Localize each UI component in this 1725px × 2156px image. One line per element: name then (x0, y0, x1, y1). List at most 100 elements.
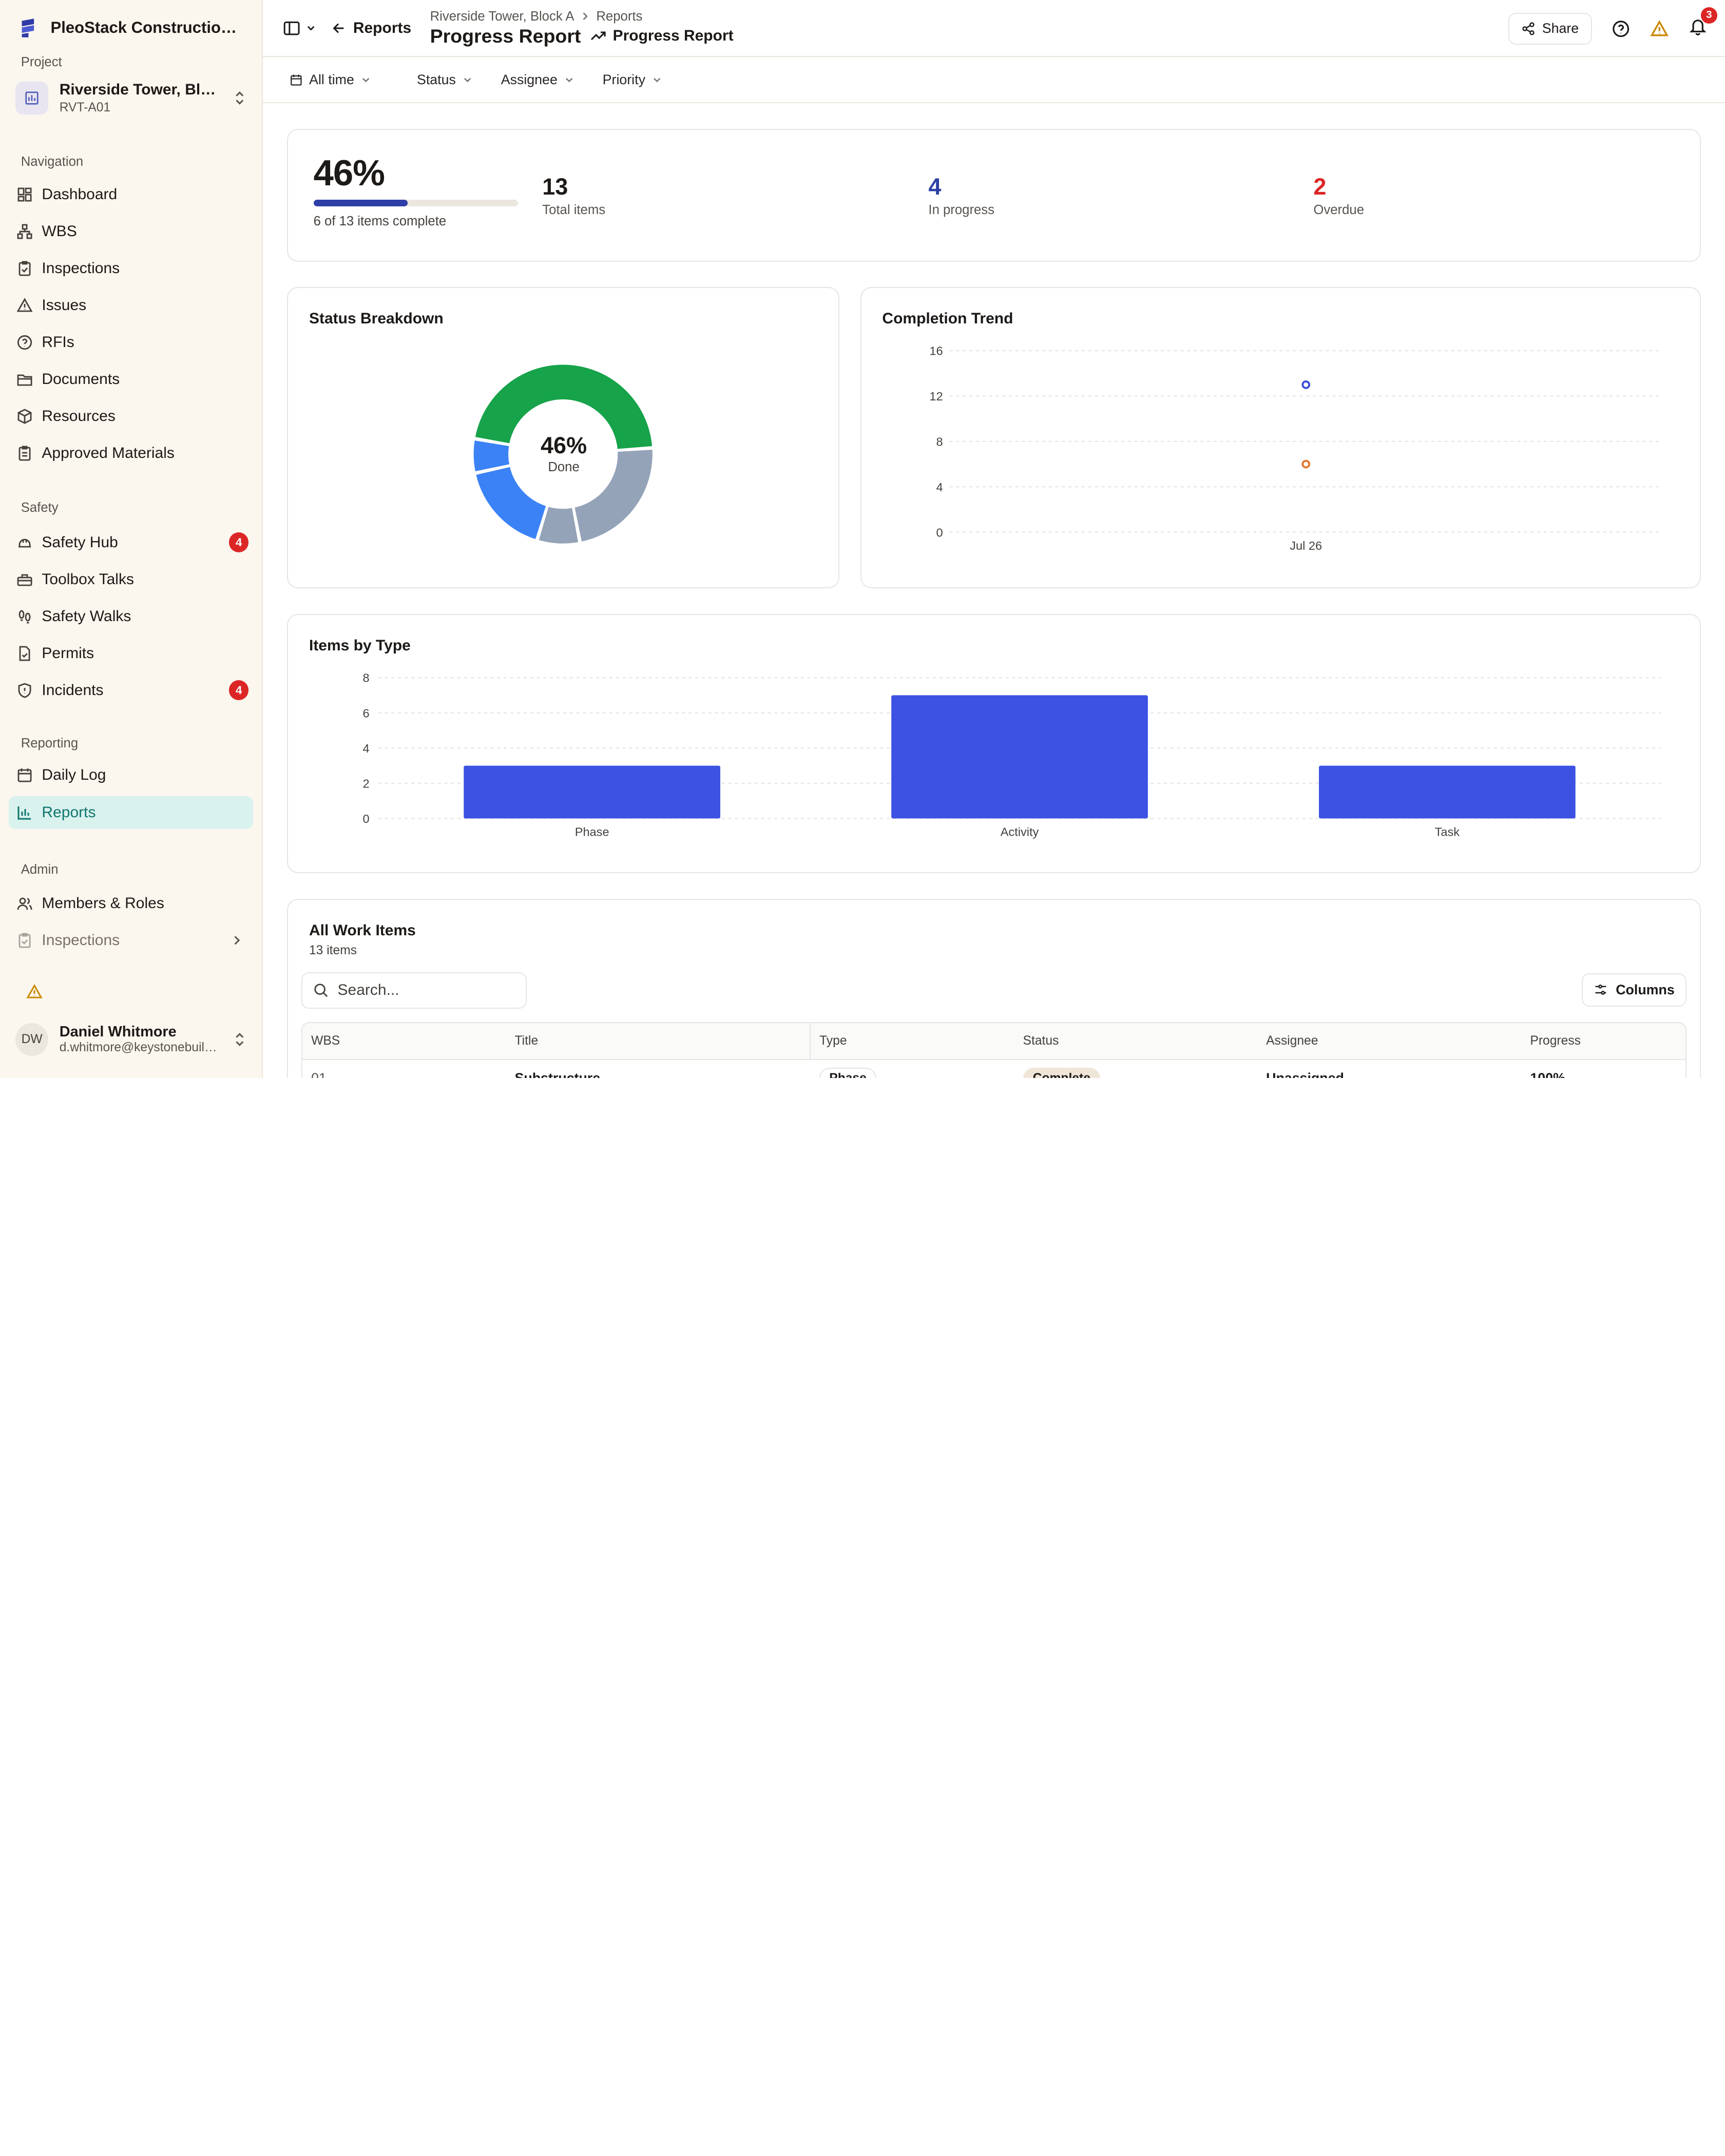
sidebar-item-approved-materials[interactable]: Approved Materials (9, 435, 253, 472)
user-name: Daniel Whitmore (59, 1024, 177, 1041)
admin-section-label: Admin (21, 862, 59, 877)
bar-y-tick-label: 2 (363, 777, 370, 790)
sidebar-item-wbs[interactable]: WBS (9, 213, 253, 250)
clipboard-check-icon (18, 261, 31, 276)
in-progress-kpi: 4 In progress (928, 174, 994, 217)
completion-trend-title: Completion Trend (882, 310, 1013, 328)
hard-hat-icon (18, 538, 31, 548)
navigation-group: Dashboard WBS Inspections Issues RFIs Do… (0, 176, 262, 472)
user-email: d.whitmore@keystonebuilders.com (59, 1041, 223, 1055)
warning-icon[interactable] (26, 984, 43, 1000)
chevron-down-icon[interactable] (306, 23, 316, 33)
completion-progress-bar (313, 200, 519, 207)
help-icon[interactable] (1612, 20, 1630, 38)
sidebar-item-inspections[interactable]: Inspections (9, 250, 253, 287)
user-menu[interactable]: DW Daniel Whitmore d.whitmore@keystonebu… (9, 1023, 253, 1056)
wbs-icon (17, 224, 32, 239)
sidebar-item-issues[interactable]: Issues (9, 287, 253, 324)
trend-y-tick-label: 8 (936, 435, 943, 449)
sidebar-item-admin-inspections[interactable]: Inspections (9, 922, 253, 959)
sidebar-item-dashboard[interactable]: Dashboard (9, 176, 253, 213)
table-row[interactable]: 01 Substructure Phase Complete Unassigne… (301, 1059, 1687, 1078)
sidebar-item-members-roles[interactable]: Members & Roles (9, 885, 253, 922)
completion-detail: 6 of 13 items complete (313, 214, 447, 229)
assignee-filter-label: Assignee (501, 71, 558, 87)
donut-slice-0[interactable] (473, 363, 654, 451)
column-header-title[interactable]: Title (514, 1033, 539, 1048)
donut-slice-3[interactable] (474, 465, 548, 542)
notification-count-badge: 3 (1700, 7, 1717, 24)
assignee-filter[interactable]: Assignee (501, 72, 574, 88)
time-range-filter[interactable]: All time (290, 72, 371, 88)
bar-phase[interactable] (464, 765, 721, 819)
sidebar-item-safety-hub[interactable]: Safety Hub 4 (9, 524, 253, 561)
search-input[interactable] (337, 981, 514, 999)
trend-point-series-1[interactable] (1301, 460, 1310, 469)
bar-activity[interactable] (891, 695, 1148, 819)
sidebar-toggle-icon[interactable] (283, 20, 300, 37)
sidebar-item-daily-log[interactable]: Daily Log (9, 759, 253, 792)
sidebar-item-reports[interactable]: Reports (9, 796, 253, 830)
warning-icon (16, 297, 33, 312)
sidebar-item-safety-walks[interactable]: Safety Walks (9, 598, 253, 635)
status-breakdown-card: Status Breakdown 46% Done (287, 287, 839, 589)
bar-x-tick-label: Phase (575, 825, 609, 838)
sidebar-item-documents[interactable]: Documents (9, 361, 253, 398)
sidebar-item-label: Reports (42, 804, 96, 821)
cell-status: Complete (1023, 1068, 1101, 1078)
bar-task[interactable] (1319, 765, 1576, 819)
chevron-up-down-icon (236, 1033, 244, 1046)
column-header-progress[interactable]: Progress (1530, 1033, 1581, 1048)
priority-filter[interactable]: Priority (603, 72, 662, 88)
share-button[interactable]: Share (1508, 12, 1592, 45)
sidebar-item-resources[interactable]: Resources (9, 398, 253, 435)
column-header-wbs[interactable]: WBS (311, 1033, 340, 1048)
columns-button[interactable]: Columns (1581, 973, 1687, 1007)
time-range-label: All time (309, 71, 354, 87)
donut-slice-2[interactable] (537, 505, 581, 546)
column-header-type[interactable]: Type (819, 1033, 847, 1048)
status-filter-label: Status (416, 71, 456, 87)
bar-x-tick-label: Activity (1001, 825, 1039, 838)
arrow-left-icon (333, 23, 344, 33)
sidebar-item-incidents[interactable]: Incidents 4 (9, 672, 253, 709)
sidebar-item-rfis[interactable]: RFIs (9, 324, 253, 361)
donut-slice-1[interactable] (573, 448, 655, 544)
cell-progress: 100% (1530, 1070, 1565, 1078)
status-filter[interactable]: Status (417, 72, 472, 88)
project-switcher[interactable]: Riverside Tower, Block A RVT-A01 (9, 76, 253, 119)
topbar: Reports Riverside Tower, Block A Reports… (263, 0, 1725, 57)
project-code: RVT-A01 (59, 100, 111, 114)
trend-y-tick-label: 0 (936, 526, 943, 540)
back-to-reports-button[interactable]: Reports (331, 20, 411, 37)
notifications-button[interactable]: 3 (1689, 7, 1717, 40)
brand[interactable]: PleoStack Construction Management (0, 0, 262, 55)
project-name: Riverside Tower, Block A (59, 81, 222, 98)
kpi-summary-card: 46% 6 of 13 items complete 13 Total item… (287, 128, 1701, 262)
safety-section-label: Safety (21, 500, 59, 515)
columns-label: Columns (1616, 981, 1675, 997)
sidebar-item-label: Safety Hub (42, 533, 118, 551)
sidebar-item-label: WBS (42, 222, 77, 240)
in-progress-value: 4 (928, 174, 942, 200)
trend-point-series-0[interactable] (1301, 380, 1310, 390)
completion-percent: 46% (313, 152, 385, 193)
calendar-icon (17, 768, 32, 782)
items-by-type-card: Items by Type 0 2 4 6 8 Phase Activity Task (287, 613, 1701, 874)
sidebar-item-label: RFIs (42, 333, 74, 351)
share-icon (1522, 22, 1535, 35)
work-items-search[interactable] (301, 972, 527, 1009)
chevron-right-icon (234, 936, 240, 945)
column-header-assignee[interactable]: Assignee (1266, 1033, 1318, 1048)
box-icon (17, 409, 32, 424)
column-header-status[interactable]: Status (1023, 1033, 1059, 1048)
donut-slice-4[interactable] (472, 438, 512, 474)
sidebar-item-toolbox-talks[interactable]: Toolbox Talks (9, 561, 253, 598)
breadcrumb-reports[interactable]: Reports (596, 9, 643, 24)
work-items-count: 13 items (309, 944, 357, 958)
alert-triangle-icon[interactable] (1650, 20, 1669, 38)
status-pill: Complete (1023, 1068, 1101, 1078)
sidebar-item-permits[interactable]: Permits (9, 635, 253, 672)
breadcrumb-project[interactable]: Riverside Tower, Block A (430, 9, 574, 24)
sidebar: PleoStack Construction Management Projec… (0, 0, 263, 1078)
